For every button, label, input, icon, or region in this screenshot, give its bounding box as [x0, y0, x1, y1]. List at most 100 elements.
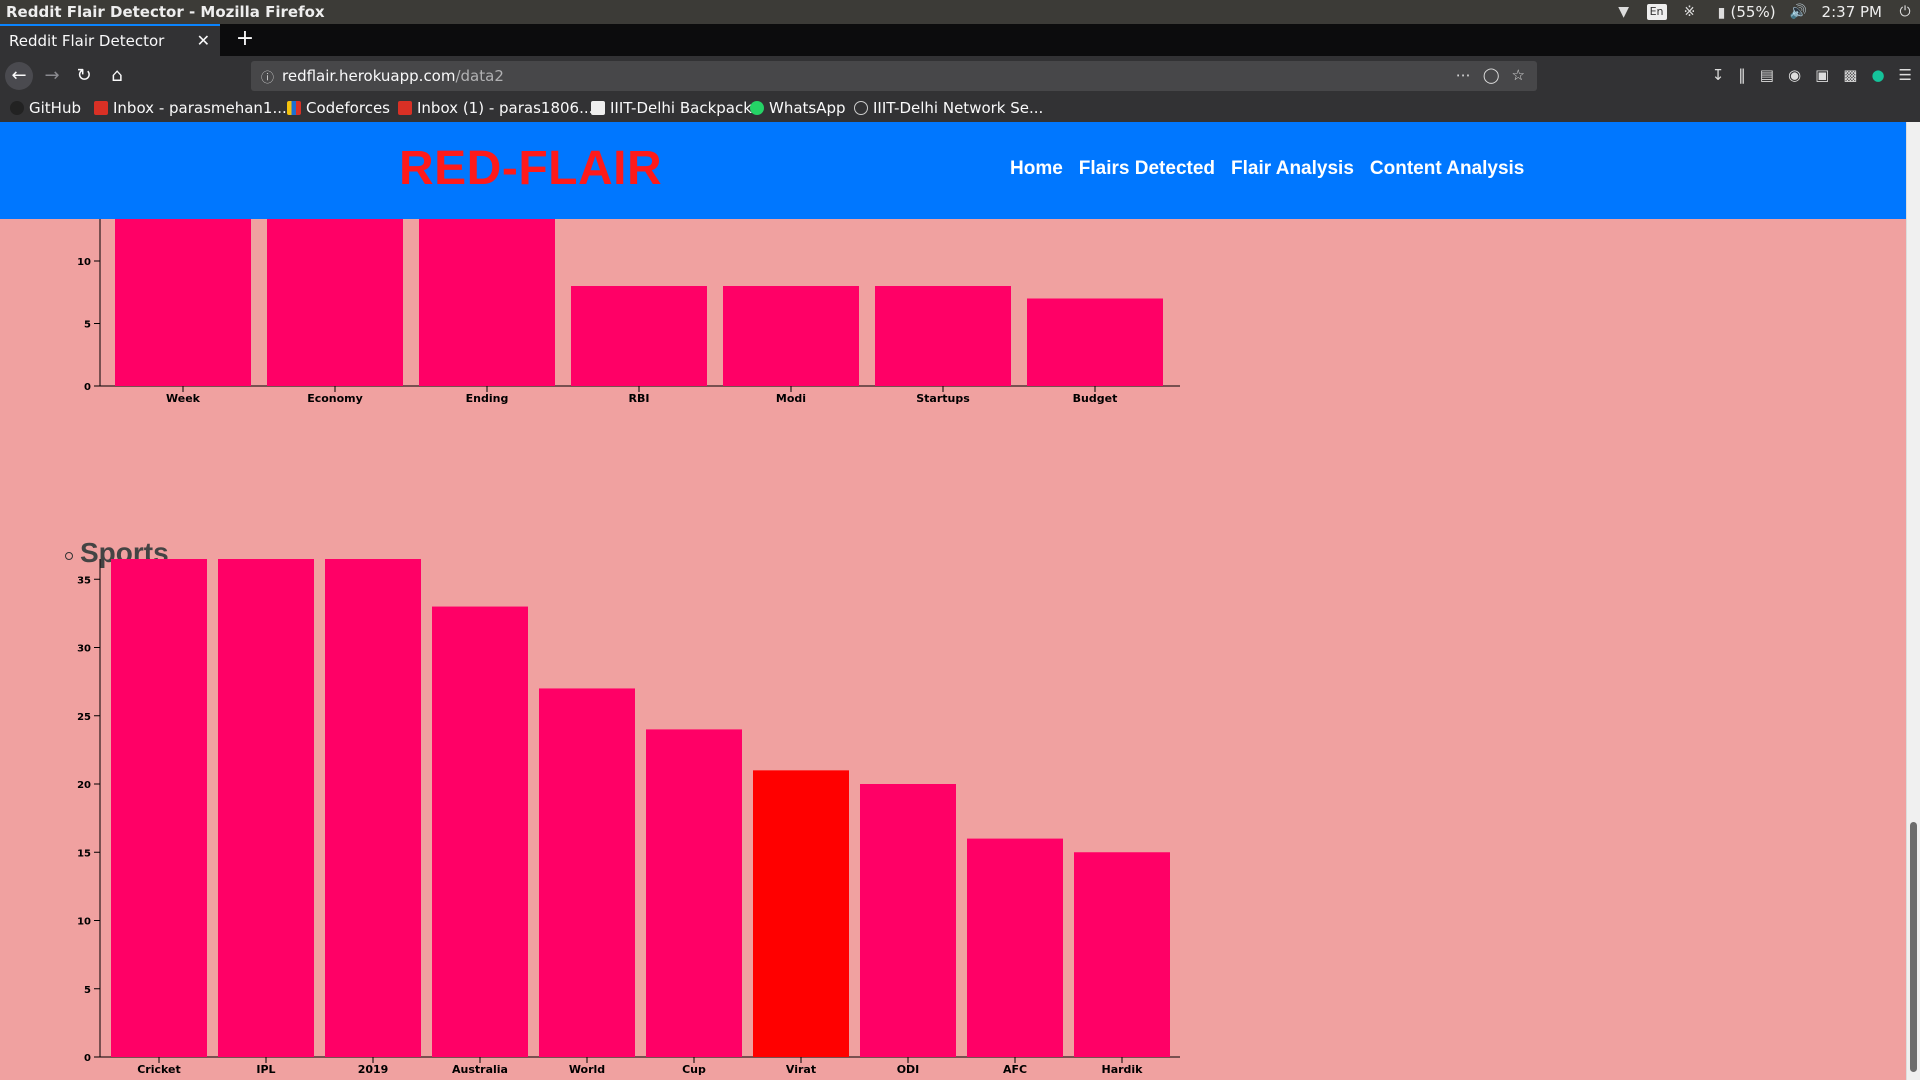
- x-tick-label: Cup: [682, 1063, 706, 1076]
- y-tick-label: 20: [77, 780, 91, 791]
- bookmark-gmail-1[interactable]: Inbox - parasmehan1...: [94, 99, 287, 117]
- bookmark-network[interactable]: IIIT-Delhi Network Se...: [854, 99, 1043, 117]
- x-tick-label: Economy: [307, 392, 363, 405]
- battery-status[interactable]: ▮ (55%): [1713, 0, 1776, 24]
- bookmark-label: Inbox - parasmehan1...: [113, 99, 287, 117]
- whatsapp-icon: [750, 101, 764, 115]
- bookmark-github[interactable]: GitHub: [10, 99, 81, 117]
- bar-afc: [967, 838, 1063, 1057]
- clock[interactable]: 2:37 PM: [1821, 3, 1882, 21]
- tab-strip: Reddit Flair Detector ✕ +: [0, 24, 1920, 56]
- x-tick-label: Australia: [452, 1063, 508, 1076]
- library-icon[interactable]: ‖: [1738, 66, 1746, 84]
- keyboard-language-indicator[interactable]: En: [1646, 4, 1667, 20]
- bookmark-label: IIIT-Delhi Backpack: [610, 99, 752, 117]
- bookmark-star-icon[interactable]: ☆: [1511, 66, 1525, 84]
- bar-odi: [860, 784, 956, 1057]
- new-tab-button[interactable]: +: [235, 26, 255, 51]
- bookmark-backpack[interactable]: IIIT-Delhi Backpack: [591, 99, 752, 117]
- bar-modi: [723, 286, 859, 386]
- y-tick-label: 5: [84, 320, 91, 331]
- bookmark-label: Inbox (1) - paras1806...: [417, 99, 594, 117]
- forward-button[interactable]: →: [44, 65, 60, 86]
- bar-budget: [1027, 298, 1163, 386]
- gmail-icon: [94, 101, 108, 115]
- bluetooth-icon[interactable]: ※: [1683, 4, 1696, 20]
- extension-icon[interactable]: ▣: [1815, 66, 1830, 84]
- site-nav: Home Flairs Detected Flair Analysis Cont…: [1010, 158, 1524, 180]
- nav-content-analysis[interactable]: Content Analysis: [1369, 158, 1525, 179]
- x-tick-label: 2019: [358, 1063, 389, 1076]
- downloads-icon[interactable]: ↧: [1711, 66, 1725, 84]
- list-bullet: [65, 552, 73, 560]
- bar-chart-sports: 0510152025303540CricketIPL2019AustraliaW…: [77, 559, 1180, 1076]
- site-brand[interactable]: RED-FLAIR: [399, 142, 663, 195]
- x-tick-label: Modi: [776, 392, 806, 405]
- address-bar[interactable]: ⓘ redflair.herokuapp.com/data2 ⋯ ◯ ☆: [251, 61, 1537, 91]
- x-tick-label: Week: [166, 392, 201, 405]
- sidebar-icon[interactable]: ▤: [1759, 66, 1774, 84]
- y-tick-label: 30: [77, 644, 91, 655]
- y-tick-label: 0: [84, 1053, 91, 1064]
- bar-economy: [267, 219, 403, 386]
- bookmark-gmail-2[interactable]: Inbox (1) - paras1806...: [398, 99, 593, 117]
- codeforces-icon: [287, 101, 301, 115]
- bookmark-label: WhatsApp: [769, 99, 846, 117]
- github-icon: [10, 101, 24, 115]
- bar-2019: [325, 559, 421, 1057]
- volume-icon[interactable]: 🔊: [1789, 4, 1808, 20]
- site-info-icon[interactable]: ⓘ: [261, 71, 275, 86]
- y-tick-label: 0: [84, 382, 91, 393]
- bookmark-whatsapp[interactable]: WhatsApp: [750, 99, 846, 117]
- bookmark-label: GitHub: [29, 99, 81, 117]
- toolbar-right: ↧ ‖ ▤ ◉ ▣ ▩ ● ☰: [1712, 66, 1912, 84]
- x-tick-label: IPL: [256, 1063, 275, 1076]
- bookmark-label: IIIT-Delhi Network Se...: [873, 99, 1044, 117]
- close-tab-icon[interactable]: ✕: [196, 31, 210, 50]
- bar-ipl: [218, 559, 314, 1057]
- bar-rbi: [571, 286, 707, 386]
- battery-icon: ▮: [1717, 5, 1726, 21]
- page-actions: ⋯ ◯ ☆: [1456, 66, 1525, 84]
- url-text[interactable]: redflair.herokuapp.com/data2: [282, 67, 504, 85]
- bar-startups: [875, 286, 1011, 386]
- y-tick-label: 10: [77, 257, 91, 268]
- web-page: RED-FLAIR Home Flairs Detected Flair Ana…: [0, 122, 1906, 1080]
- x-tick-label: Cricket: [137, 1063, 181, 1076]
- browser-tab-active[interactable]: Reddit Flair Detector ✕: [0, 24, 220, 56]
- bar-cup: [646, 729, 742, 1057]
- bar-chart-top: 0 5 10 Week Economy Ending RBI Modi Startups Budg…: [77, 219, 1180, 405]
- hamburger-menu-icon[interactable]: ☰: [1898, 66, 1912, 84]
- account-icon[interactable]: ◉: [1787, 66, 1802, 84]
- x-tick-label: AFC: [1003, 1063, 1027, 1076]
- bar-hardik: [1074, 852, 1170, 1057]
- back-button[interactable]: ←: [5, 62, 33, 90]
- scrollbar-thumb[interactable]: [1910, 822, 1917, 1072]
- nav-home[interactable]: Home: [1010, 158, 1063, 179]
- globe-icon: [854, 101, 868, 115]
- x-tick-label: Hardik: [1101, 1063, 1143, 1076]
- bar-cricket: [111, 559, 207, 1057]
- pocket-icon[interactable]: ◯: [1482, 66, 1500, 84]
- nav-flair-analysis[interactable]: Flair Analysis: [1231, 158, 1354, 179]
- bookmark-codeforces[interactable]: Codeforces: [287, 99, 390, 117]
- chart-area: 0 5 10 Week Economy Ending RBI Modi Startups Budg…: [0, 219, 1906, 1080]
- y-tick-label: 25: [77, 712, 91, 723]
- x-tick-label: ODI: [897, 1063, 920, 1076]
- power-icon[interactable]: ⏻: [1899, 4, 1911, 20]
- os-top-bar: Reddit Flair Detector - Mozilla Firefox …: [0, 0, 1920, 24]
- home-button[interactable]: ⌂: [111, 65, 123, 86]
- x-tick-label: Virat: [786, 1063, 816, 1076]
- grammarly-icon[interactable]: ●: [1871, 66, 1885, 84]
- x-tick-label: Ending: [466, 392, 509, 405]
- wifi-icon[interactable]: ▼: [1618, 4, 1629, 20]
- bar-week: [115, 219, 251, 386]
- extension-icon[interactable]: ▩: [1843, 66, 1858, 84]
- bar-australia: [432, 606, 528, 1057]
- url-path: /data2: [455, 67, 504, 85]
- reload-button[interactable]: ↻: [76, 65, 92, 86]
- nav-flairs-detected[interactable]: Flairs Detected: [1078, 158, 1216, 179]
- page-actions-menu-icon[interactable]: ⋯: [1455, 66, 1471, 84]
- system-tray: ▼ En ※ ▮ (55%) 🔊 2:37 PM ⏻: [1615, 0, 1914, 24]
- page-scrollbar[interactable]: [1906, 122, 1920, 1080]
